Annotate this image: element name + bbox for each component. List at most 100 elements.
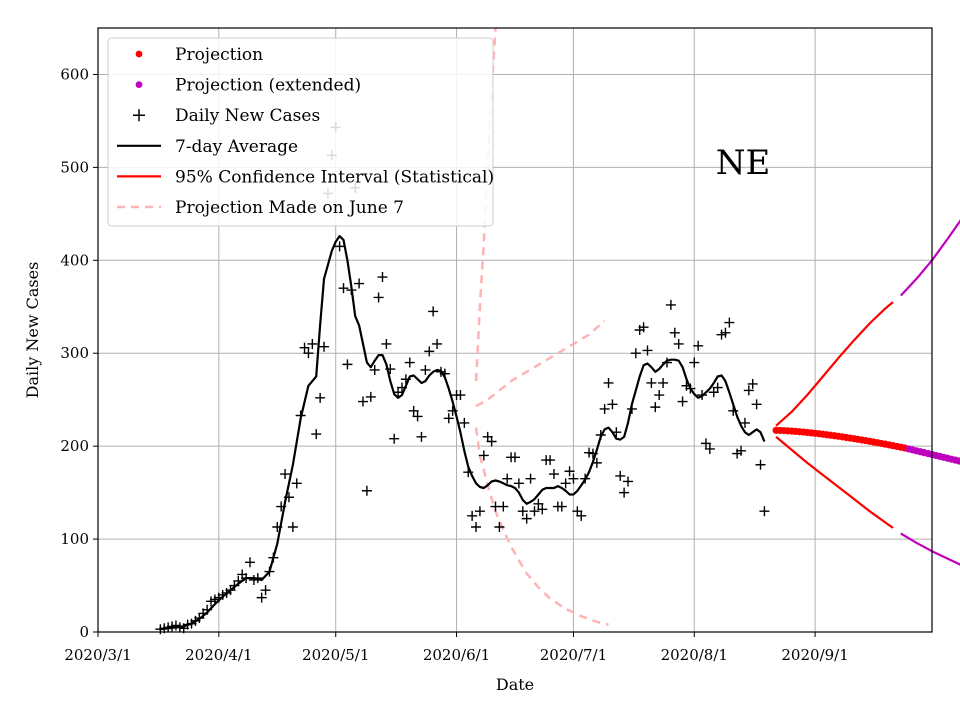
daily-case-point [408, 405, 419, 416]
daily-case-point [280, 469, 291, 480]
legend-label-projection_extended: Projection (extended) [175, 76, 361, 96]
daily-case-point [658, 377, 669, 388]
june7-mid-line [475, 319, 606, 408]
daily-case-point [646, 377, 657, 388]
daily-case-point [743, 385, 754, 396]
daily-case-point [537, 504, 548, 515]
legend: Projection Projection (extended) Daily New… [107, 37, 494, 227]
ci-extended-upper-line [899, 219, 960, 297]
daily-case-point [404, 357, 415, 368]
daily-case-point [420, 364, 431, 375]
legend-label-june7: Projection Made on June 7 [175, 198, 404, 218]
legend-box [107, 37, 494, 227]
june7-projection-layer [474, 27, 609, 626]
daily-case-point [564, 466, 575, 477]
daily-case-point [381, 338, 392, 349]
daily-case-point [568, 473, 579, 484]
daily-case-point [474, 506, 485, 517]
daily-case-point [358, 396, 369, 407]
daily-case-point [311, 429, 322, 440]
x-tick-label-184: 2020/9/1 [781, 646, 848, 664]
daily-case-point [471, 521, 482, 532]
daily-case-point [724, 317, 735, 328]
daily-case-point [548, 469, 559, 480]
daily-case-point [319, 341, 330, 352]
daily-case-point [623, 476, 634, 487]
daily-case-point [599, 403, 610, 414]
daily-case-point [315, 392, 326, 403]
confidence-interval-layer [775, 219, 960, 566]
daily-case-point [607, 399, 618, 410]
daily-case-point [412, 411, 423, 422]
daily-case-point [759, 506, 770, 517]
legend-label-average: 7-day Average [175, 137, 298, 157]
legend-marker-projection_extended [135, 81, 143, 88]
daily-case-point [751, 399, 762, 410]
daily-case-point [650, 402, 661, 413]
daily-case-point [369, 364, 380, 375]
daily-case-point [432, 338, 443, 349]
daily-case-point [545, 455, 556, 466]
average-line [160, 235, 766, 631]
ci-extended-lower-line [900, 532, 960, 566]
y-tick-label-500: 500 [60, 158, 89, 176]
daily-case-point [342, 359, 353, 370]
y-tick-label-200: 200 [60, 437, 89, 455]
daily-case-point [455, 390, 466, 401]
daily-case-point [521, 513, 532, 524]
daily-case-point [689, 357, 700, 368]
daily-case-point [502, 473, 513, 484]
x-tick-label-0: 2020/3/1 [64, 646, 131, 664]
daily-case-point [560, 478, 571, 489]
y-tick-label-600: 600 [60, 65, 89, 83]
daily-case-point [459, 417, 470, 428]
ci-upper-line [775, 301, 894, 427]
average-layer [160, 235, 766, 631]
legend-marker-projection [135, 50, 143, 58]
daily-case-point [638, 322, 649, 333]
x-tick-label-92: 2020/6/1 [423, 646, 490, 664]
daily-case-point [377, 272, 388, 283]
daily-case-point [700, 438, 711, 449]
x-axis-title: Date [496, 675, 534, 694]
daily-case-point [693, 340, 704, 351]
x-tick-label-122: 2020/7/1 [540, 646, 607, 664]
daily-case-point [307, 338, 318, 349]
daily-case-point [739, 417, 750, 428]
daily-case-point [642, 345, 653, 356]
daily-case-point [747, 378, 758, 389]
daily-case-point [736, 445, 747, 456]
daily-case-point [389, 433, 400, 444]
y-tick-label-0: 0 [79, 623, 89, 641]
y-axis-title: Daily New Cases [23, 262, 42, 399]
daily-case-point [256, 592, 267, 603]
y-tick-label-300: 300 [60, 344, 89, 362]
daily-case-point [533, 498, 544, 509]
daily-case-point [354, 278, 365, 289]
daily-case-point [494, 521, 505, 532]
daily-case-point [373, 292, 384, 303]
daily-case-point [303, 348, 314, 359]
x-tick-label-31: 2020/4/1 [185, 646, 252, 664]
daily-case-point [443, 413, 454, 424]
daily-case-point [513, 478, 524, 489]
daily-case-point [576, 510, 587, 521]
daily-case-point [720, 327, 731, 338]
daily-case-point [287, 521, 298, 532]
daily-case-point [260, 585, 271, 596]
daily-case-point [486, 436, 497, 447]
x-axis: 2020/3/1 2020/4/1 2020/5/1 2020/6/1 2020/7/1… [64, 632, 849, 664]
daily-case-point [669, 327, 680, 338]
state-annotation: NE [716, 143, 771, 183]
y-tick-label-100: 100 [60, 530, 89, 548]
daily-case-point [755, 459, 766, 470]
daily-case-point [365, 391, 376, 402]
daily-case-point [424, 346, 435, 357]
daily-case-point [291, 478, 302, 489]
daily-case-point [677, 396, 688, 407]
daily-case-point [428, 306, 439, 317]
daily-case-point [361, 485, 372, 496]
daily-case-point [498, 501, 509, 512]
daily-case-point [299, 342, 310, 353]
